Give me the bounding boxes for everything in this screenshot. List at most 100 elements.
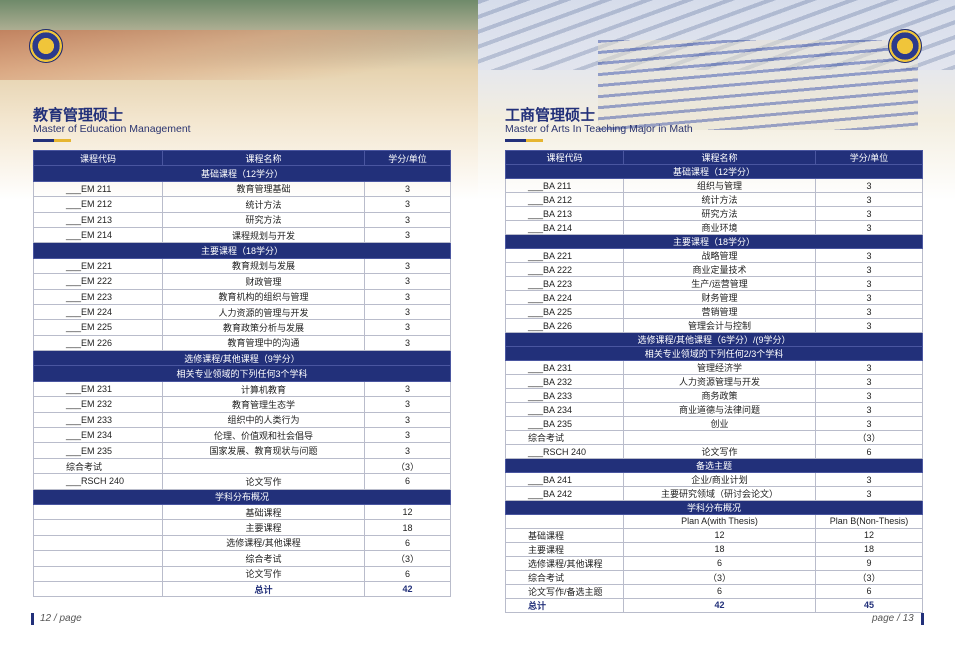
column-header: 课程名称 [162,149,365,167]
section-header: 主要课程（18学分） [505,234,923,249]
table-row: ___EM 225 教育政策分析与发展 3 [33,319,451,336]
course-name: 18 [623,541,816,557]
table-row: ___BA 223 生产/运营管理 3 [505,276,923,291]
table-row: 综合考试 （3） （3） [505,569,923,585]
course-name: 伦理、价值观和社会倡导 [162,427,365,444]
section-header: 基础课程（12学分） [505,164,923,179]
course-code: ___BA 234 [505,402,624,417]
course-code: ___BA 231 [505,360,624,375]
credits: 3 [815,276,923,291]
credits: 6 [364,565,451,582]
credits: 3 [815,178,923,193]
course-code: ___RSCH 240 [505,444,624,459]
section-title: 选修课程/其他课程（9学分） [33,350,451,367]
course-code: ___BA 213 [505,206,624,221]
table-row: ___EM 211 教育管理基础 3 [33,180,451,198]
course-name: 管理经济学 [623,360,816,375]
page-title: 工商管理硕士 [505,107,596,124]
credits: 3 [815,248,923,263]
credits: Plan B(Non-Thesis) [815,514,923,529]
column-header: 课程代码 [33,149,163,167]
course-name: 企业/商业计划 [623,472,816,487]
course-name: 教育管理中的沟通 [162,334,365,352]
table-row: 主要课程 18 18 [505,541,923,557]
course-name: 计算机教育 [162,380,365,398]
table-row: ___BA 234 商业道德与法律问题 3 [505,402,923,417]
course-code: ___EM 226 [33,334,163,352]
course-name: 42 [623,597,816,613]
credits: 3 [815,318,923,333]
table-row: ___EM 222 财政管理 3 [33,273,451,290]
course-code: ___BA 224 [505,290,624,305]
credits: 3 [364,303,451,321]
table-row: ___BA 233 商务政策 3 [505,388,923,403]
table-row: ___EM 213 研究方法 3 [33,211,451,228]
credits: 3 [815,374,923,389]
page-number: page / 13 [872,613,914,624]
table-row: ___EM 223 教育机构的组织与管理 3 [33,288,451,305]
table-row: Plan A(with Thesis) Plan B(Non-Thesis) [505,514,923,529]
page-marker [921,613,924,625]
course-code: ___EM 234 [33,427,163,444]
course-code: 论文写作/备选主题 [505,583,624,599]
title-underline [505,139,543,142]
course-name: 6 [623,583,816,599]
credits: 3 [815,402,923,417]
credits: 3 [815,416,923,431]
credits: 3 [815,206,923,221]
course-name: 人力资源的管理与开发 [162,303,365,321]
course-code [33,534,163,552]
table-row: ___EM 221 教育规划与发展 3 [33,257,451,275]
course-code: ___EM 214 [33,226,163,244]
section-header: 学科分布概况 [505,500,923,515]
table-row: ___EM 234 伦理、价值观和社会倡导 3 [33,427,451,444]
course-name: 营销管理 [623,304,816,319]
section-header: 相关专业领域的下列任何2/3个学科 [505,346,923,361]
table-row: ___BA 241 企业/商业计划 3 [505,472,923,487]
credits: 3 [364,334,451,352]
table-row: ___EM 226 教育管理中的沟通 3 [33,334,451,352]
course-name: 课程规划与开发 [162,226,365,244]
course-code: ___BA 214 [505,220,624,235]
credits: 3 [815,388,923,403]
course-code: ___BA 223 [505,276,624,291]
credits: 6 [815,583,923,599]
course-code: ___EM 235 [33,442,163,459]
course-code: 综合考试 [505,569,624,585]
credits: 45 [815,597,923,613]
table-row: ___RSCH 240 论文写作 6 [33,473,451,490]
table-header: 课程代码 课程名称 学分/单位 [505,150,923,165]
course-name: 教育管理基础 [162,180,365,198]
section-header: 基础课程（12学分） [33,165,451,182]
course-code: ___BA 212 [505,192,624,207]
credits: （3） [364,550,451,567]
course-name: 12 [623,527,816,543]
credits: 3 [815,262,923,277]
section-header: 备选主题 [505,458,923,473]
course-name: 教育政策分析与发展 [162,319,365,336]
section-header: 相关专业领域的下列任何3个学科 [33,365,451,382]
credits: 3 [815,360,923,375]
course-code: ___EM 211 [33,180,163,198]
page-number: 12 / page [40,613,82,624]
credits: 3 [815,486,923,501]
course-code: ___EM 212 [33,196,163,213]
table-row: ___BA 225 营销管理 3 [505,304,923,319]
table-row: ___EM 233 组织中的人类行为 3 [33,411,451,429]
credits: 9 [815,555,923,571]
credits: 18 [364,519,451,536]
course-code: ___EM 221 [33,257,163,275]
credits: 12 [815,527,923,543]
course-name: （3） [623,569,816,585]
credits: （3） [364,457,451,475]
table-row: ___BA 224 财务管理 3 [505,290,923,305]
table-row: ___EM 232 教育管理生态学 3 [33,396,451,413]
course-name: 商务政策 [623,388,816,403]
table-row: ___BA 221 战略管理 3 [505,248,923,263]
course-code [33,580,163,598]
total-row: 总计 42 45 [505,597,923,613]
university-logo [888,29,922,63]
course-name: 统计方法 [623,192,816,207]
credits: 3 [364,396,451,413]
course-name: 基础课程 [162,503,365,521]
